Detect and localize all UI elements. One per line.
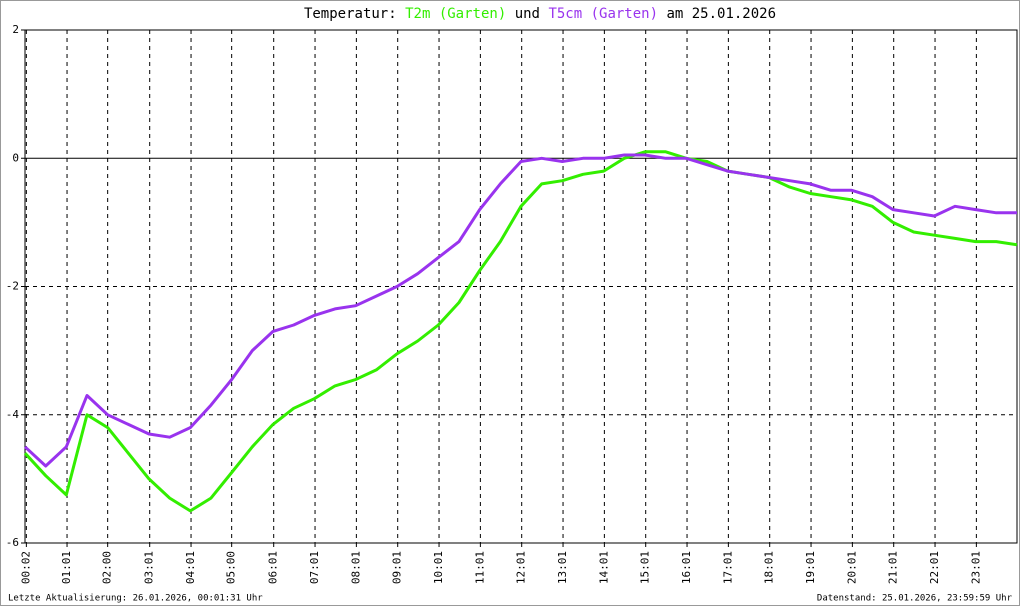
x-tick-label: 14:01 — [597, 551, 610, 584]
series-line — [23, 153, 1017, 468]
y-tick-label: -2 — [6, 280, 19, 293]
x-tick-label: 12:01 — [515, 551, 528, 584]
x-tick-label: 23:01 — [969, 551, 982, 584]
footer-left: Letzte Aktualisierung: 26.01.2026, 00:01… — [8, 594, 263, 604]
x-tick-label: 11:01 — [473, 551, 486, 584]
x-tick-label: 10:01 — [432, 551, 445, 584]
x-tick-label: 02:00 — [101, 551, 114, 584]
x-tick-label: 16:01 — [680, 551, 693, 584]
x-tick-label: 04:01 — [184, 551, 197, 584]
title-text: und — [515, 6, 540, 22]
legend-entry: T2m (Garten) — [405, 6, 506, 22]
x-tick-label: 09:01 — [391, 551, 404, 584]
x-tick-label: 05:00 — [225, 551, 238, 584]
y-tick-label: -4 — [6, 408, 20, 421]
x-tick-label: 19:01 — [804, 551, 817, 584]
title-text: am 25.01.2026 — [666, 6, 776, 22]
x-tick-label: 06:01 — [267, 551, 280, 584]
x-tick-label: 18:01 — [763, 551, 776, 584]
y-tick-label: -6 — [6, 536, 19, 549]
series-line — [23, 150, 1018, 513]
x-tick-label: 03:01 — [143, 551, 156, 584]
x-tick-label: 08:01 — [349, 551, 362, 584]
footer-right: Datenstand: 25.01.2026, 23:59:59 Uhr — [817, 594, 1013, 604]
legend-entry: T5cm (Garten) — [548, 6, 658, 22]
title-text: Temperatur: — [304, 6, 397, 22]
y-tick-label: 0 — [12, 151, 19, 164]
x-tick-label: 15:01 — [639, 551, 652, 584]
x-tick-label: 20:01 — [845, 551, 858, 584]
x-tick-label: 07:01 — [308, 551, 321, 584]
x-tick-label: 21:01 — [887, 551, 900, 584]
x-tick-label: 00:02 — [19, 551, 32, 584]
y-tick-label: 2 — [12, 23, 19, 36]
x-tick-label: 01:01 — [60, 551, 73, 584]
x-tick-label: 22:01 — [928, 551, 941, 584]
x-tick-label: 17:01 — [721, 551, 734, 584]
x-tick-label: 13:01 — [556, 551, 569, 584]
chart-title: Temperatur: T2m (Garten) und T5cm (Garte… — [304, 6, 776, 22]
